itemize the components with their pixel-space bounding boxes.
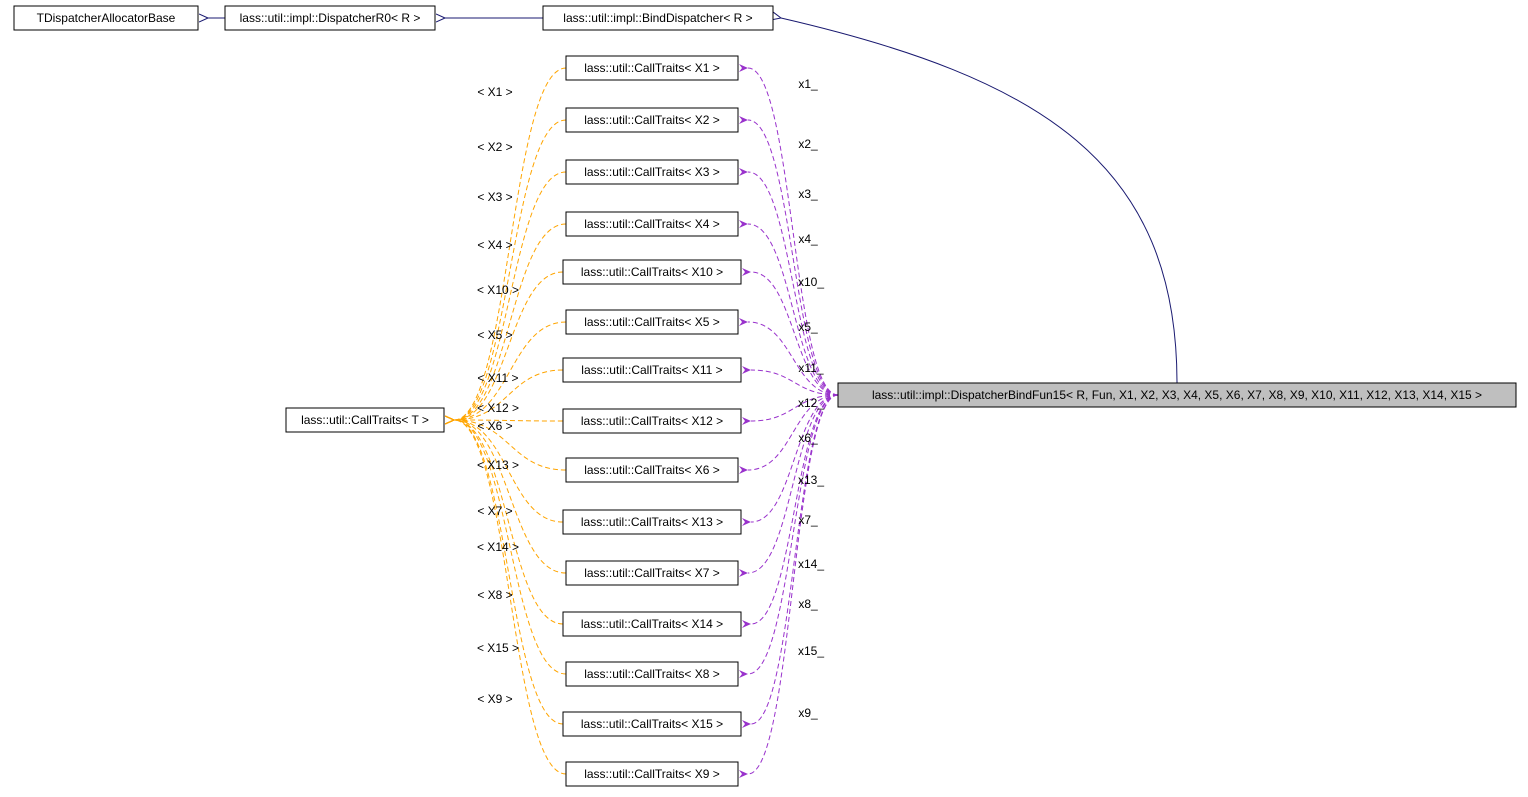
node-ct_x14[interactable]: lass::util::CallTraits< X14 > — [563, 612, 741, 636]
usage-edge — [748, 120, 838, 395]
inheritance-edge-curve — [781, 18, 1177, 383]
edge-label: < X13 > — [477, 458, 519, 472]
node-label: lass::util::impl::DispatcherR0< R > — [240, 11, 421, 25]
node-allocator[interactable]: TDispatcherAllocatorBase — [14, 6, 198, 30]
usage-edge — [751, 370, 838, 395]
node-label: lass::util::CallTraits< X13 > — [581, 515, 723, 529]
node-label: lass::util::CallTraits< X2 > — [584, 113, 720, 127]
node-label: lass::util::impl::BindDispatcher< R > — [563, 11, 752, 25]
node-ct_x15[interactable]: lass::util::CallTraits< X15 > — [563, 712, 741, 736]
edge-label: x1_ — [798, 77, 818, 91]
edge-label: x3_ — [798, 187, 818, 201]
node-label: lass::util::CallTraits< X6 > — [584, 463, 720, 477]
edge-label: < X9 > — [477, 692, 512, 706]
node-label: lass::util::CallTraits< X4 > — [584, 217, 720, 231]
node-ct_x13[interactable]: lass::util::CallTraits< X13 > — [563, 510, 741, 534]
usage-edge — [748, 224, 838, 395]
edge-label: < X10 > — [477, 283, 519, 297]
node-traitsT[interactable]: lass::util::CallTraits< T > — [286, 408, 444, 432]
node-label: lass::util::CallTraits< X8 > — [584, 667, 720, 681]
edge-label: < X14 > — [477, 540, 519, 554]
node-ct_x8[interactable]: lass::util::CallTraits< X8 > — [566, 662, 738, 686]
edge-label: x10_ — [798, 275, 824, 289]
node-ct_x6[interactable]: lass::util::CallTraits< X6 > — [566, 458, 738, 482]
template-edge — [454, 224, 566, 420]
node-ct_x2[interactable]: lass::util::CallTraits< X2 > — [566, 108, 738, 132]
edge-label: x15_ — [798, 644, 824, 658]
node-bindDisp[interactable]: lass::util::impl::BindDispatcher< R > — [543, 6, 773, 30]
edge-label: < X8 > — [477, 588, 512, 602]
usage-edge — [748, 172, 838, 395]
edge-label: < X1 > — [477, 85, 512, 99]
node-ct_x11[interactable]: lass::util::CallTraits< X11 > — [563, 358, 741, 382]
node-label: lass::util::CallTraits< X10 > — [581, 265, 723, 279]
node-label: lass::util::CallTraits< X7 > — [584, 566, 720, 580]
edge-label: x13_ — [798, 473, 824, 487]
usage-edge — [748, 395, 838, 573]
usage-edge — [751, 395, 838, 724]
edge-label: x7_ — [798, 513, 818, 527]
edge-label: x11_ — [798, 361, 823, 375]
edge-label: x2_ — [798, 137, 818, 151]
node-label: lass::util::CallTraits< T > — [301, 413, 429, 427]
usage-edge — [748, 395, 838, 674]
edge-label: x14_ — [798, 557, 824, 571]
node-label: lass::util::CallTraits< X14 > — [581, 617, 723, 631]
edge-label: x5_ — [798, 320, 818, 334]
edge-label: < X6 > — [477, 419, 512, 433]
node-ct_x5[interactable]: lass::util::CallTraits< X5 > — [566, 310, 738, 334]
edge-label: < X7 > — [477, 504, 512, 518]
node-ct_x9[interactable]: lass::util::CallTraits< X9 > — [566, 762, 738, 786]
edge-label: < X11 > — [477, 371, 518, 385]
edge-label: x4_ — [798, 232, 818, 246]
node-label: lass::util::CallTraits< X1 > — [584, 61, 720, 75]
node-ct_x3[interactable]: lass::util::CallTraits< X3 > — [566, 160, 738, 184]
node-ct_x4[interactable]: lass::util::CallTraits< X4 > — [566, 212, 738, 236]
node-mainNode: lass::util::impl::DispatcherBindFun15< R… — [838, 383, 1516, 407]
node-label: lass::util::CallTraits< X3 > — [584, 165, 720, 179]
edge-label: < X3 > — [477, 190, 512, 204]
node-label: lass::util::impl::DispatcherBindFun15< R… — [872, 388, 1482, 402]
node-ct_x7[interactable]: lass::util::CallTraits< X7 > — [566, 561, 738, 585]
edge-label: < X5 > — [477, 328, 512, 342]
collaboration-diagram: x1_ x2_ x3_ x4_ x10_ x5_ x11_ x12_ x6_ x13_ x7_ x14… — [0, 0, 1528, 797]
node-ct_x12[interactable]: lass::util::CallTraits< X12 > — [563, 409, 741, 433]
node-dispR0[interactable]: lass::util::impl::DispatcherR0< R > — [225, 6, 435, 30]
usage-edge — [751, 272, 838, 395]
node-label: TDispatcherAllocatorBase — [37, 11, 176, 25]
edge-label: < X12 > — [477, 401, 519, 415]
node-label: lass::util::CallTraits< X5 > — [584, 315, 720, 329]
usage-edge — [748, 68, 838, 395]
node-label: lass::util::CallTraits< X15 > — [581, 717, 723, 731]
edge-label: x12_ — [798, 396, 824, 410]
usage-edge — [751, 395, 838, 522]
node-ct_x10[interactable]: lass::util::CallTraits< X10 > — [563, 260, 741, 284]
edge-label: x6_ — [798, 431, 818, 445]
node-label: lass::util::CallTraits< X9 > — [584, 767, 720, 781]
node-ct_x1[interactable]: lass::util::CallTraits< X1 > — [566, 56, 738, 80]
node-label: lass::util::CallTraits< X12 > — [581, 414, 723, 428]
node-label: lass::util::CallTraits< X11 > — [581, 363, 722, 377]
edge-label: x8_ — [798, 597, 818, 611]
edge-label: < X2 > — [477, 140, 512, 154]
edge-label: < X15 > — [477, 641, 519, 655]
edge-label: x9_ — [798, 706, 818, 720]
edge-label: < X4 > — [477, 238, 512, 252]
